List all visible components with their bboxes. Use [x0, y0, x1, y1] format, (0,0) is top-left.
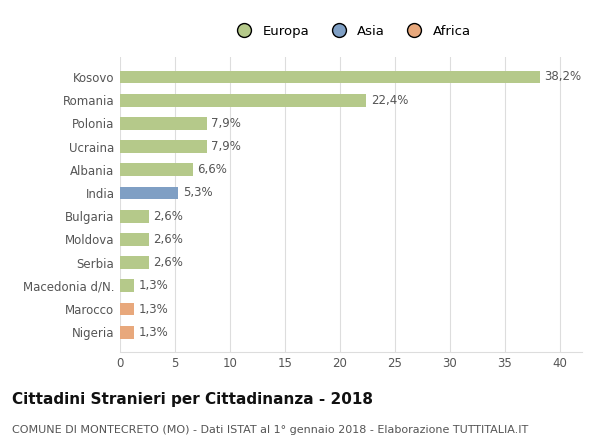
Text: 38,2%: 38,2%	[545, 70, 582, 84]
Text: 2,6%: 2,6%	[153, 256, 183, 269]
Legend: Europa, Asia, Africa: Europa, Asia, Africa	[226, 19, 476, 43]
Bar	[120, 187, 178, 199]
Text: 1,3%: 1,3%	[139, 303, 169, 315]
Text: 6,6%: 6,6%	[197, 163, 227, 176]
Bar	[120, 94, 367, 106]
Text: COMUNE DI MONTECRETO (MO) - Dati ISTAT al 1° gennaio 2018 - Elaborazione TUTTITA: COMUNE DI MONTECRETO (MO) - Dati ISTAT a…	[12, 425, 528, 435]
Bar	[120, 303, 134, 315]
Text: 1,3%: 1,3%	[139, 326, 169, 339]
Text: 22,4%: 22,4%	[371, 94, 408, 106]
Text: 7,9%: 7,9%	[211, 117, 241, 130]
Bar	[120, 163, 193, 176]
Bar	[120, 210, 149, 223]
Text: 2,6%: 2,6%	[153, 233, 183, 246]
Text: 1,3%: 1,3%	[139, 279, 169, 292]
Bar	[120, 279, 134, 292]
Text: 5,3%: 5,3%	[182, 187, 212, 199]
Text: Cittadini Stranieri per Cittadinanza - 2018: Cittadini Stranieri per Cittadinanza - 2…	[12, 392, 373, 407]
Text: 2,6%: 2,6%	[153, 210, 183, 223]
Bar	[120, 233, 149, 246]
Bar	[120, 256, 149, 269]
Text: 7,9%: 7,9%	[211, 140, 241, 153]
Bar	[120, 70, 540, 83]
Bar	[120, 117, 207, 130]
Bar	[120, 140, 207, 153]
Bar	[120, 326, 134, 339]
